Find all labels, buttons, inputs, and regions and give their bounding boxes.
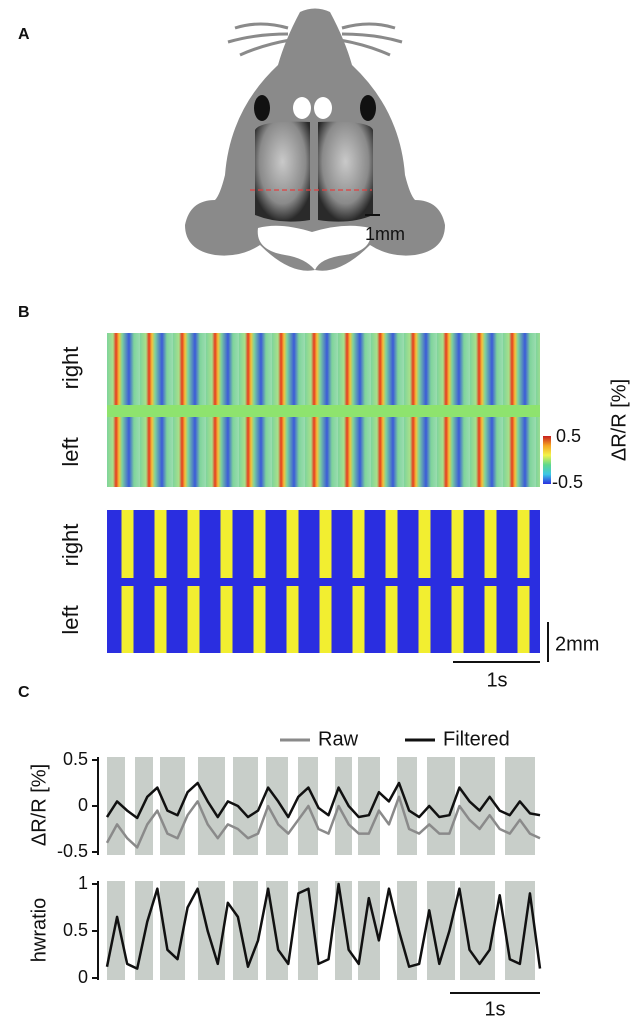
legend-label: Raw [318,728,359,750]
y-tick-label: 0.5 [63,749,88,769]
y-axis-label: ΔR/R [%] [28,764,50,846]
midline [107,405,540,417]
series-line [105,795,541,849]
colorbar-tick: 0.5 [556,426,581,446]
scale-label: 1s [486,669,507,691]
mouse-diagram [185,8,445,271]
legend-label: Filtered [443,728,510,750]
panel-label: C [18,684,30,701]
row-label: left [58,605,83,634]
colorbar-label: ΔR/R [%] [608,379,630,461]
row-label: right [58,347,83,390]
heatmap-raw [107,333,540,487]
series-line [105,882,542,970]
row-label: right [58,524,83,567]
y-tick-label: 0.5 [63,920,88,940]
y-tick-label: 0 [78,967,88,987]
scale-label: 1s [484,998,505,1019]
shading [107,757,535,980]
y-axis-label: hwratio [28,898,50,962]
row-label: left [58,437,83,466]
panel-label: A [18,26,30,43]
scale-label: 1mm [365,224,405,244]
scale-label: 2mm [555,633,599,655]
y-tick-label: 1 [78,873,88,893]
y-tick-label: -0.5 [57,841,88,861]
colorbar-tick: -0.5 [552,472,583,492]
panel-label: B [18,304,30,321]
y-tick-label: 0 [78,795,88,815]
heatmap-binary [107,510,540,653]
midline [107,578,540,586]
colorbar [543,436,551,484]
series-line [105,781,541,820]
